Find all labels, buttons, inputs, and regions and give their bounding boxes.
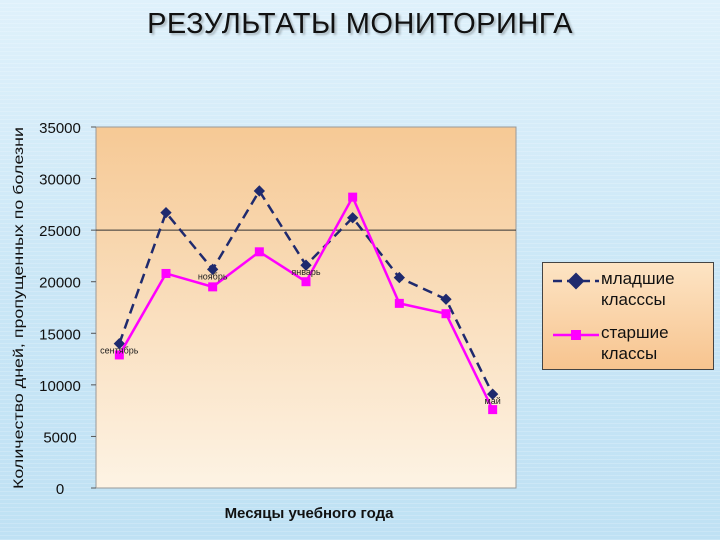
data-point-1-7	[441, 309, 451, 319]
data-point-1-0	[114, 350, 124, 360]
y-tick-label: 20000	[39, 275, 81, 292]
chart-legend: младшие класссы старшие классы	[542, 262, 714, 370]
data-point-1-3	[254, 247, 264, 257]
page-title: РЕЗУЛЬТАТЫ МОНИТОРИНГА	[147, 8, 573, 40]
data-point-0-7	[440, 293, 452, 305]
category-label: ноябрь	[198, 271, 228, 281]
y-tick-label: 0	[56, 481, 64, 498]
category-label: май	[485, 396, 501, 406]
y-tick-label: 30000	[39, 172, 81, 189]
y-tick-label: 15000	[39, 326, 81, 343]
data-point-0-1	[160, 206, 172, 219]
y-tick-label: 10000	[39, 378, 81, 395]
data-point-1-2	[208, 282, 218, 292]
x-axis-label: Месяцы учебного года	[225, 505, 395, 522]
data-point-0-8	[487, 388, 499, 400]
category-label: сентябрь	[100, 346, 139, 356]
legend-item-senior: старшие классы	[543, 319, 713, 369]
data-point-1-8	[488, 405, 498, 415]
y-tick-label: 25000	[39, 223, 81, 240]
data-point-0-6	[393, 271, 405, 284]
legend-marker-senior	[553, 330, 599, 340]
data-point-1-6	[394, 298, 404, 308]
plot-area	[95, 126, 517, 489]
y-tick-label: 5000	[43, 429, 76, 446]
data-point-1-1	[161, 268, 171, 278]
data-point-0-4	[300, 259, 312, 271]
legend-marker-junior	[553, 272, 599, 290]
y-axis-label: Количество дней, пропущенных по болезни	[10, 127, 26, 489]
legend-label-junior: младшие класссы	[601, 269, 675, 309]
category-label: январь	[291, 267, 321, 277]
data-point-1-4	[301, 277, 311, 287]
y-tick-label: 35000	[39, 120, 81, 137]
legend-item-junior: младшие класссы	[543, 265, 713, 315]
data-point-0-5	[347, 212, 359, 224]
legend-label-senior: старшие классы	[601, 323, 669, 363]
data-point-1-5	[348, 192, 358, 202]
data-point-0-2	[207, 263, 219, 275]
